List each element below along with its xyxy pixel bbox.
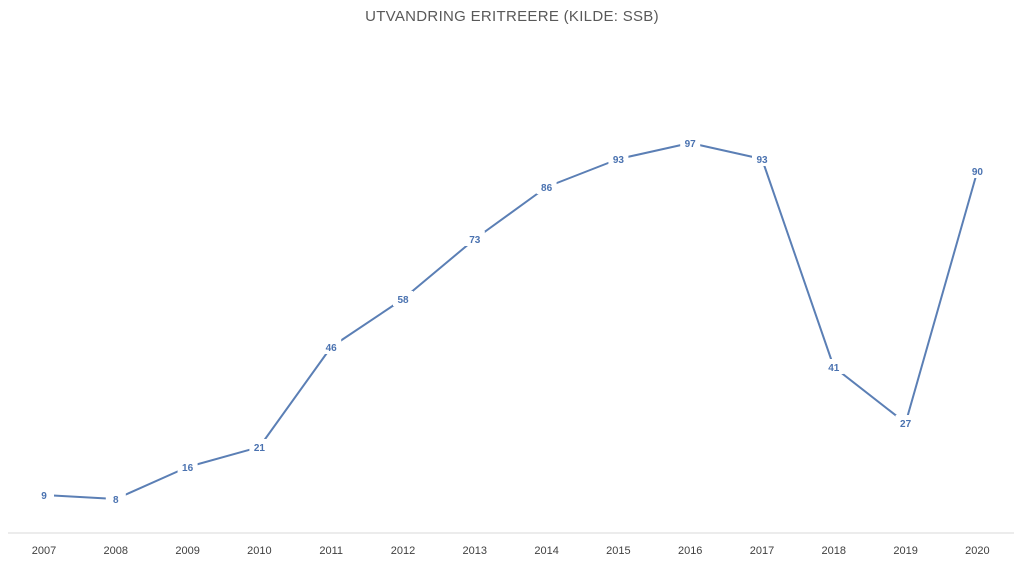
data-label-backing	[895, 415, 916, 430]
data-label-backing	[321, 339, 342, 354]
x-tick-label: 2013	[463, 545, 487, 557]
x-tick-label: 2020	[965, 545, 989, 557]
data-label-backing	[680, 135, 701, 150]
data-label-backing	[177, 459, 198, 474]
chart-title: UTVANDRING ERITREERE (KILDE: SSB)	[365, 8, 659, 25]
x-tick-labels: 2007 2008 2009 2010 2011 2012 2013 2014 2015 2016…	[32, 545, 990, 557]
data-label: 93	[756, 155, 768, 166]
data-label: 41	[828, 363, 840, 374]
data-label: 58	[397, 295, 409, 306]
series-group	[43, 142, 979, 500]
data-label: 93	[613, 155, 625, 166]
x-tick-label: 2019	[893, 545, 917, 557]
data-label-backing	[249, 439, 270, 454]
x-tick-label: 2007	[32, 545, 56, 557]
data-label-backing	[105, 491, 126, 506]
x-tick-label: 2016	[678, 545, 702, 557]
data-label: 9	[41, 491, 47, 502]
data-label-backing	[752, 151, 772, 166]
x-tick-label: 2012	[391, 545, 415, 557]
x-tick-label: 2009	[175, 545, 199, 557]
data-labels: 9 8 16 21 46 58 73 86 93 97 93 41 27 90	[34, 135, 988, 506]
data-label: 27	[900, 419, 912, 430]
x-tick-label: 2011	[319, 545, 343, 557]
data-label-backing	[536, 179, 557, 194]
data-label: 8	[113, 495, 119, 506]
x-tick-label: 2015	[606, 545, 630, 557]
data-label: 73	[469, 235, 481, 246]
series-line	[43, 142, 979, 500]
data-label-backing	[967, 163, 988, 178]
data-label-backing	[823, 359, 844, 374]
data-label: 90	[972, 167, 984, 178]
data-label: 97	[685, 139, 697, 150]
data-label-backing	[608, 151, 629, 166]
x-tick-label: 2008	[104, 545, 128, 557]
data-label: 46	[326, 343, 338, 354]
data-label-backing	[393, 291, 413, 306]
data-label: 21	[254, 443, 266, 454]
x-tick-label: 2010	[247, 545, 271, 557]
x-tick-label: 2014	[534, 545, 558, 557]
x-tick-label: 2018	[822, 545, 846, 557]
data-label: 86	[541, 183, 553, 194]
data-label-backing	[464, 231, 485, 246]
x-tick-label: 2017	[750, 545, 774, 557]
data-label: 16	[182, 463, 194, 474]
data-label-backing	[34, 487, 54, 502]
